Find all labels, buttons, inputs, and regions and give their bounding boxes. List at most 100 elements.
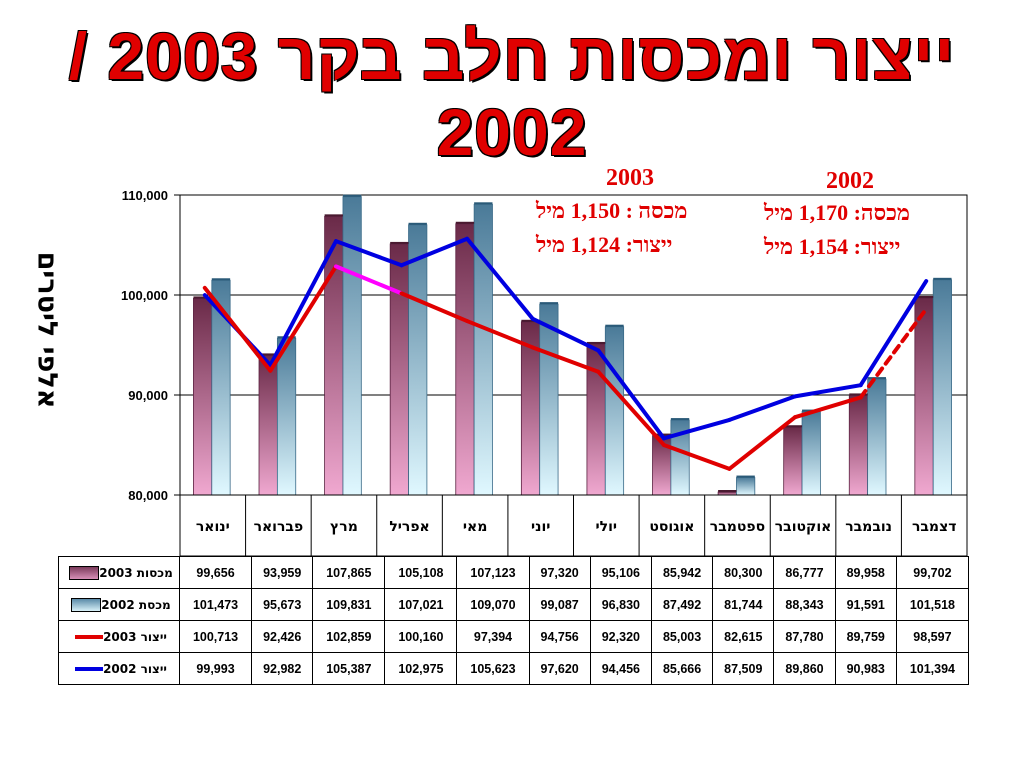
table-cell: 100,160 — [384, 620, 458, 653]
table-cell: 92,982 — [251, 652, 314, 685]
bar-import-2002 — [867, 378, 887, 496]
bar-import-2003 — [193, 298, 213, 496]
table-cell: 97,394 — [456, 620, 530, 653]
line-production-2002-segment — [333, 239, 404, 268]
x-tick-label: יוני — [531, 519, 550, 535]
bar-import-2002 — [408, 224, 428, 496]
bar-import-2003-top — [455, 221, 475, 224]
table-cell: 99,993 — [178, 652, 253, 685]
legend-swatch — [71, 597, 102, 612]
table-cell: 107,123 — [456, 556, 530, 589]
table-row-import-2002: מכסת 2002 101,473 95,673 109,831 107,021 109,… — [58, 588, 970, 621]
table-cell: 102,975 — [384, 652, 458, 685]
data-table: מכסות 2003 99,656 93,959 107,865 105,108 107,… — [58, 556, 970, 685]
bar-import-2003 — [914, 297, 934, 496]
line-production-2003-segment — [202, 285, 273, 373]
bar-import-2003-top — [914, 295, 934, 298]
table-cell: 87,492 — [650, 588, 714, 621]
line-production-2002-segment — [399, 236, 470, 268]
chart-title: ייצור ומכסות חלב בקר 2003 / 2002 — [68, 19, 956, 169]
table-cell: 94,756 — [528, 620, 591, 653]
bar-import-2003-top — [783, 425, 803, 428]
table-cell: 92,426 — [251, 620, 314, 653]
table-cell: 81,744 — [712, 588, 775, 621]
x-tick-label: אוקטובר — [775, 519, 832, 535]
table-cell: 93,959 — [251, 556, 314, 589]
bar-import-2002-top — [736, 475, 755, 478]
table-cell: 109,070 — [456, 588, 530, 621]
line-production-2002-segment — [661, 417, 732, 441]
table-row-label: מכסות 2003 — [58, 556, 180, 589]
line-production-2002-segment — [465, 236, 535, 321]
line-production-2003-segment — [268, 264, 338, 373]
line-production-2003-segment — [727, 415, 798, 471]
bar-import-2003-top — [586, 341, 606, 344]
table-cell: 97,320 — [528, 556, 591, 589]
table-cell: 85,666 — [650, 652, 714, 685]
legend-swatch — [75, 666, 104, 671]
bar-import-2002-top — [867, 377, 886, 380]
x-tick-label: אוגוסט — [649, 519, 694, 535]
line-production-2002-segment — [596, 348, 666, 441]
x-tick-label: דצמבר — [912, 519, 956, 535]
table-cell: 107,021 — [384, 588, 458, 621]
bar-import-2002 — [932, 279, 952, 496]
table-cell: 109,831 — [312, 588, 386, 621]
series-name: ייצור 2002 — [103, 661, 167, 676]
bar-import-2002-top — [474, 202, 493, 205]
table-cell: 94,456 — [589, 652, 652, 685]
y-tick-label: 90,000 — [128, 388, 168, 403]
table-cell: 85,003 — [650, 620, 714, 653]
x-tick-label: ספטמבר — [710, 519, 765, 535]
table-cell: 88,343 — [773, 588, 836, 621]
table-cell: 96,830 — [589, 588, 652, 621]
x-tick-label: יולי — [596, 519, 618, 535]
table-cell: 100,713 — [178, 620, 253, 653]
bar-import-2002 — [539, 303, 559, 496]
line-production-2003-segment — [858, 307, 929, 400]
legend-swatch — [69, 565, 100, 580]
annotation-2003-quota: מכסה : 1,150 מיל — [536, 198, 688, 223]
y-tick-label: 80,000 — [128, 488, 168, 503]
bar-import-2003-top — [193, 296, 212, 299]
table-cell: 89,860 — [773, 652, 836, 685]
table-cell: 105,108 — [384, 556, 458, 589]
bar-import-2002-top — [211, 278, 231, 281]
table-cell: 105,623 — [456, 652, 530, 685]
y-tick-label: 100,000 — [121, 288, 168, 303]
bar-import-2003-top — [390, 241, 409, 244]
table-cell: 85,942 — [650, 556, 714, 589]
table-row-import-2003: מכסות 2003 99,656 93,959 107,865 105,108 107,… — [58, 556, 970, 589]
x-tick-label: ינואר — [196, 519, 230, 535]
table-cell: 101,473 — [178, 588, 253, 621]
line-production-2003-segment — [596, 369, 666, 447]
table-row-label: ייצור 2002 — [58, 652, 180, 685]
table-row-production-2002: ייצור 2002 99,993 92,982 105,387 102,975 105,… — [58, 652, 970, 685]
table-cell: 95,673 — [251, 588, 314, 621]
bar-import-2003 — [848, 395, 869, 496]
annotation-2003-production: ייצור: 1,124 מיל — [536, 232, 673, 257]
bar-import-2003 — [389, 243, 409, 496]
table-cell: 92,320 — [589, 620, 652, 653]
table-cell: 90,983 — [834, 652, 897, 685]
table-cell: 105,387 — [312, 652, 386, 685]
table-cell: 91,591 — [834, 588, 897, 621]
bar-import-2003 — [258, 355, 278, 496]
x-tick-label: אפריל — [389, 519, 429, 535]
series-name: ייצור 2003 — [103, 629, 167, 644]
bar-import-2002-top — [539, 302, 559, 305]
x-tick-label: פברואר — [254, 519, 304, 535]
series-name: מכסות 2003 — [99, 565, 173, 580]
table-cell: 99,702 — [895, 556, 970, 589]
bar-import-2002-top — [933, 277, 952, 280]
x-tick-label: מרץ — [330, 519, 358, 535]
line-production-2003-segment — [661, 442, 732, 471]
annotation-2003-year: 2003 — [606, 165, 654, 191]
series-name: מכסת 2002 — [101, 597, 171, 612]
line-production-2002-segment — [727, 394, 798, 422]
table-cell: 89,759 — [834, 620, 897, 653]
table-cell: 97,620 — [528, 652, 591, 685]
annotation-2002-quota: מכסה: 1,170 מיל — [764, 200, 910, 225]
table-cell: 80,300 — [712, 556, 775, 589]
bar-import-2003 — [455, 223, 475, 496]
